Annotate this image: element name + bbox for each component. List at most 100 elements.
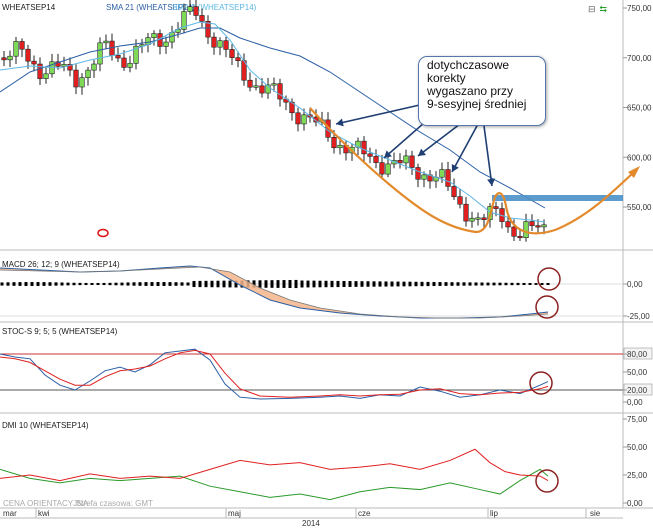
macd-bar — [462, 282, 466, 286]
marker-ellipse — [97, 228, 109, 238]
month-mar: mar — [3, 509, 17, 518]
stoch-tick: 80,00 — [627, 350, 648, 359]
candle — [451, 186, 457, 197]
callout-arrow — [483, 125, 493, 187]
candle — [67, 64, 73, 71]
price-tick: 700,00 — [627, 54, 652, 63]
footer-timezone: Strefa czasowa: GMT — [76, 499, 153, 508]
macd-bar — [390, 281, 394, 287]
candle — [373, 156, 379, 163]
annotation-line: dotychczasowe — [427, 58, 510, 72]
candle — [541, 224, 547, 228]
macd-bar — [234, 280, 238, 288]
macd-bar — [216, 280, 220, 288]
candle — [457, 196, 463, 205]
candle — [493, 206, 499, 209]
macd-bar — [66, 282, 70, 286]
callout-arrow — [335, 103, 425, 125]
macd-fill — [0, 266, 548, 318]
stoch-d-line — [0, 349, 549, 398]
dmi-tick: 50,00 — [627, 443, 648, 452]
annotation-line: 9-sesyjnej średniej — [427, 97, 527, 111]
macd-bar — [198, 280, 202, 288]
candle — [481, 217, 487, 220]
macd-bar — [204, 280, 208, 288]
stoch-title: STOC-S 9; 5; 5 (WHEATSEP14) — [2, 327, 118, 336]
pin-icon[interactable]: ⇆ — [599, 4, 608, 14]
macd-bar — [312, 280, 316, 288]
macd-bar — [438, 282, 442, 286]
candle — [55, 61, 61, 67]
candle — [301, 114, 307, 125]
minus-icon[interactable]: ⊟ — [588, 4, 596, 14]
candle — [37, 63, 43, 79]
macd-bar — [186, 282, 190, 286]
month-maj: maj — [228, 509, 241, 518]
macd-title: MACD 26; 12; 9 (WHEATSEP14) — [2, 260, 120, 269]
macd-bar — [264, 280, 268, 288]
dmi-tick: 0,00 — [627, 499, 643, 508]
candle — [31, 60, 37, 65]
macd-bar — [36, 282, 40, 286]
candle — [103, 40, 109, 44]
macd-bar — [402, 281, 406, 287]
macd-bar — [468, 282, 472, 286]
candle — [337, 144, 343, 149]
dmi-tick: 75,00 — [627, 415, 648, 424]
annotation-line: korekty — [427, 71, 466, 85]
macd-bar — [450, 282, 454, 286]
candle — [367, 153, 373, 157]
macd-tick: -25,00 — [627, 312, 650, 321]
macd-bar — [180, 282, 184, 286]
candle — [523, 221, 529, 238]
macd-bar — [252, 280, 256, 288]
candle — [229, 49, 235, 58]
stoch-k-line — [0, 348, 549, 400]
candle — [379, 162, 385, 175]
macd-bar — [12, 282, 16, 286]
candle — [73, 69, 79, 88]
macd-bar — [372, 281, 376, 287]
callout-arrowhead — [336, 118, 344, 127]
macd-bar — [498, 282, 502, 286]
macd-bar — [276, 280, 280, 288]
macd-bar — [516, 282, 520, 286]
candle — [205, 20, 211, 38]
candle — [385, 163, 391, 175]
candle — [97, 42, 103, 65]
macd-bar — [90, 282, 94, 286]
sma21-label: SMA 21 (WHEATSEP14) — [106, 3, 195, 12]
macd-bar — [384, 281, 388, 287]
macd-bar — [342, 280, 346, 288]
macd-bar — [540, 283, 544, 285]
macd-bar — [72, 282, 76, 286]
annotation-callout: dotychczasowe korekty wygaszano przy 9-s… — [418, 56, 546, 126]
macd-bar — [54, 282, 58, 286]
candle — [121, 57, 127, 68]
macd-bar — [24, 282, 28, 286]
highlight-circle — [537, 267, 561, 291]
candle — [145, 37, 151, 45]
candle — [133, 45, 139, 64]
month-cze: cze — [358, 509, 371, 518]
candle — [151, 33, 157, 38]
candle — [421, 174, 427, 180]
candle — [469, 217, 475, 222]
candle — [7, 55, 13, 61]
macd-bar — [546, 283, 550, 285]
macd-bar — [42, 282, 46, 286]
macd-bar — [396, 281, 400, 287]
year-label: 2014 — [302, 519, 320, 528]
stoch-tick: 20,00 — [627, 386, 648, 395]
candle — [61, 64, 67, 67]
macd-bar — [366, 281, 370, 287]
macd-bar — [258, 280, 262, 288]
candle — [181, 11, 187, 30]
macd-bar — [534, 283, 538, 285]
candle — [85, 69, 91, 78]
macd-bar — [168, 282, 172, 286]
trend-arc — [309, 107, 637, 235]
candle — [409, 155, 415, 168]
macd-bar — [414, 281, 418, 287]
candle — [331, 137, 337, 149]
